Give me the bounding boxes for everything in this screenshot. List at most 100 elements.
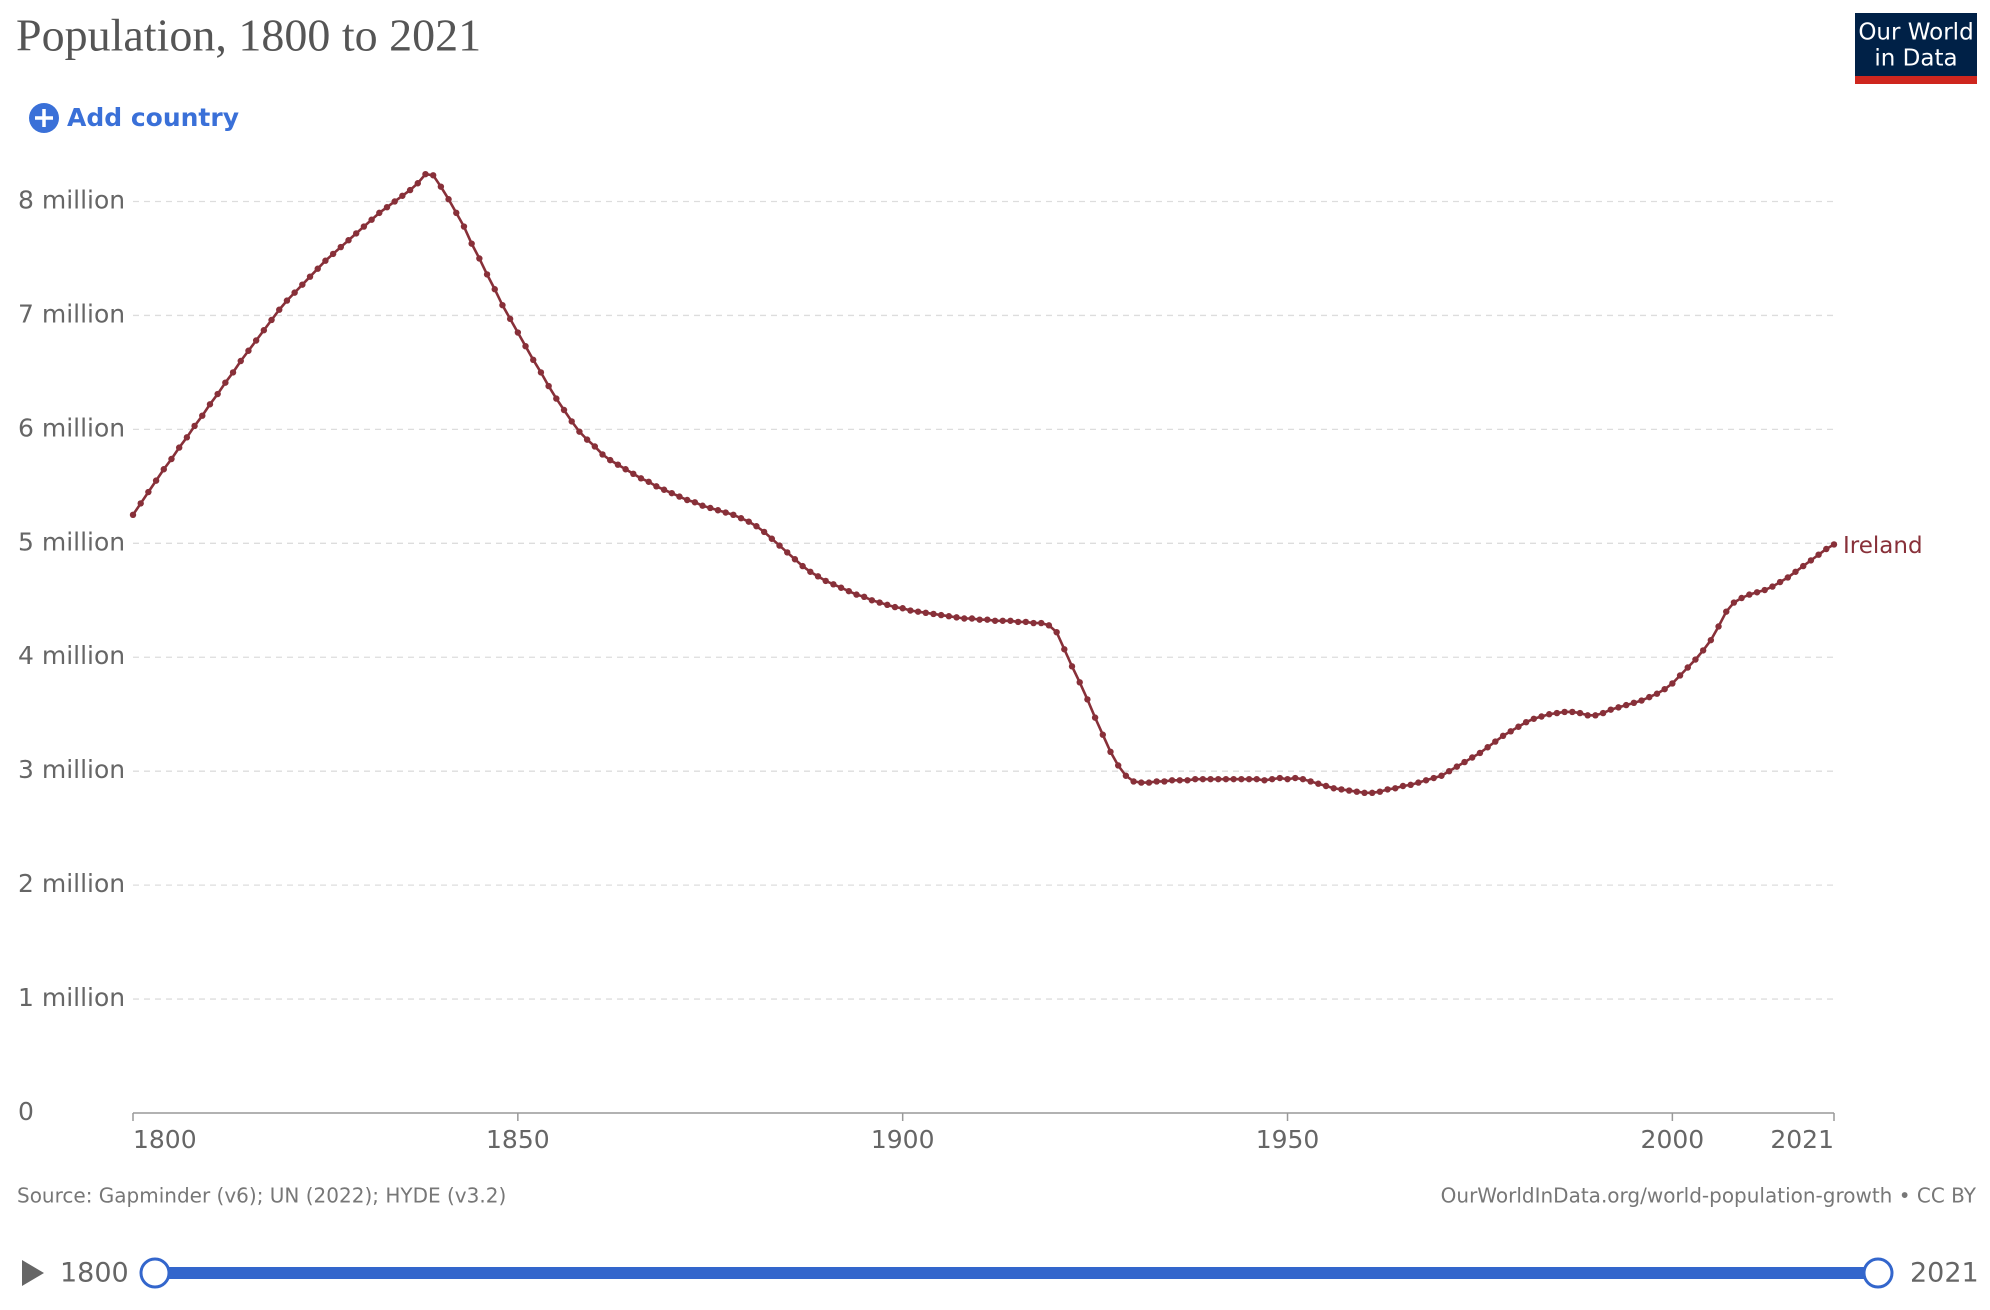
plot: 0 1 million 2 million 3 million 4 million 5 m… xyxy=(18,170,1923,1154)
data-point xyxy=(429,172,437,179)
timeline-end-label: 2021 xyxy=(1910,1258,1979,1289)
data-point xyxy=(1284,775,1291,783)
data-point xyxy=(1230,775,1237,783)
y-tick-label: 0 xyxy=(18,1097,34,1126)
data-point xyxy=(1499,732,1507,740)
data-point xyxy=(1569,708,1576,716)
data-point xyxy=(1461,758,1468,766)
data-point xyxy=(1692,656,1699,663)
data-point xyxy=(406,186,414,194)
data-point xyxy=(830,581,837,588)
y-tick-label: 1 million xyxy=(18,983,125,1012)
data-point xyxy=(645,478,652,485)
data-point xyxy=(699,502,706,509)
data-point xyxy=(391,198,398,205)
data-point xyxy=(691,499,699,506)
data-point xyxy=(276,306,283,313)
data-point xyxy=(807,568,814,575)
data-point xyxy=(630,470,637,477)
data-point xyxy=(1145,779,1153,786)
data-point xyxy=(1676,672,1684,679)
y-tick-label: 4 million xyxy=(18,641,125,670)
data-point xyxy=(953,614,960,621)
data-point xyxy=(222,379,229,386)
data-point xyxy=(283,297,291,304)
add-country-label: Add country xyxy=(67,103,239,132)
x-tick-label: 1900 xyxy=(871,1125,935,1154)
data-point xyxy=(1392,785,1399,792)
data-point xyxy=(1007,617,1014,624)
data-point xyxy=(1091,714,1099,721)
timeline-start-handle[interactable] xyxy=(139,1257,171,1289)
data-point xyxy=(1215,775,1222,783)
x-tick-label: 1850 xyxy=(486,1125,550,1154)
data-point xyxy=(1445,767,1453,775)
timeline-track[interactable] xyxy=(155,1267,1878,1279)
data-point xyxy=(668,489,675,497)
series-label: Ireland xyxy=(1843,533,1923,559)
data-point xyxy=(1253,775,1260,783)
data-point xyxy=(376,209,383,217)
data-point xyxy=(576,428,583,435)
data-point xyxy=(175,444,183,451)
data-point xyxy=(1114,762,1122,769)
data-point xyxy=(1684,664,1691,671)
data-point xyxy=(499,301,506,309)
data-point xyxy=(1584,712,1591,719)
data-point xyxy=(199,412,206,419)
data-point xyxy=(1038,619,1045,627)
y-tick-label: 5 million xyxy=(18,527,125,556)
data-point xyxy=(1715,623,1722,630)
data-point xyxy=(1153,778,1160,785)
data-point xyxy=(1538,713,1545,720)
data-point xyxy=(907,607,914,614)
data-point xyxy=(968,615,976,622)
data-point xyxy=(845,587,853,595)
logo[interactable]: Our World in Data xyxy=(1855,13,1977,84)
data-point xyxy=(368,216,375,223)
data-point xyxy=(345,237,352,244)
logo-text: Our World xyxy=(1858,20,1973,46)
data-point xyxy=(1068,663,1076,670)
data-point xyxy=(1507,728,1514,735)
data-point xyxy=(299,281,306,288)
x-tick-label: 1950 xyxy=(1256,1125,1320,1154)
data-point xyxy=(984,616,991,623)
data-point xyxy=(637,475,645,482)
data-point xyxy=(1184,777,1191,784)
data-point xyxy=(1653,690,1661,697)
data-point xyxy=(822,577,829,585)
data-point xyxy=(860,593,868,601)
data-point xyxy=(1492,738,1499,745)
data-point xyxy=(837,584,845,591)
data-point xyxy=(1107,748,1114,756)
data-point xyxy=(445,196,452,203)
data-point xyxy=(1792,568,1799,575)
data-point xyxy=(1161,778,1168,785)
data-point xyxy=(191,422,198,430)
data-point xyxy=(237,357,244,365)
data-point xyxy=(168,455,175,463)
data-point xyxy=(622,466,629,473)
add-country-button[interactable]: Add country xyxy=(29,103,239,133)
data-point xyxy=(730,511,737,519)
data-point xyxy=(1168,777,1176,784)
footer-url: OurWorldInData.org/world-population-grow… xyxy=(1441,1184,1977,1208)
data-point xyxy=(1546,711,1553,718)
timeline-end-handle[interactable] xyxy=(1862,1257,1894,1289)
data-point xyxy=(714,507,722,514)
data-point xyxy=(1061,646,1068,653)
data-point xyxy=(1776,578,1784,586)
data-point xyxy=(1399,782,1407,790)
data-point xyxy=(268,316,275,324)
data-point xyxy=(506,315,514,323)
play-button[interactable] xyxy=(22,1260,44,1286)
y-tick-label: 7 million xyxy=(18,299,125,328)
data-point xyxy=(1830,541,1838,548)
data-point xyxy=(1638,697,1645,704)
data-point xyxy=(1268,775,1276,783)
data-point xyxy=(884,601,891,609)
x-tick-label: 2000 xyxy=(1641,1125,1705,1154)
data-point xyxy=(329,250,337,258)
data-point xyxy=(945,613,953,620)
